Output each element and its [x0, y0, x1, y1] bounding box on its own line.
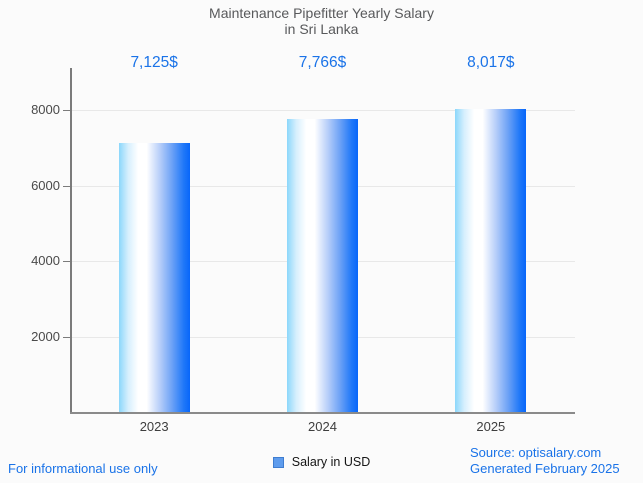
source-link[interactable]: Source: optisalary.com [470, 445, 602, 460]
x-tick-label-2023: 2023 [139, 419, 169, 434]
bar-2023[interactable] [118, 142, 190, 413]
legend-label: Salary in USD [291, 455, 371, 469]
x-tick-label-2024: 2024 [308, 419, 337, 434]
y-tick-mark-6000 [63, 185, 70, 187]
chart-title-line-1: Maintenance Pipefitter Yearly Salary [209, 5, 434, 21]
value-label-2024: 7,766$ [298, 54, 347, 71]
legend: Salary in USD [0, 455, 643, 469]
disclaimer-text: For informational use only [8, 461, 158, 476]
y-tick-label-8000: 8000 [31, 101, 60, 117]
y-tick-mark-8000 [63, 109, 70, 111]
generated-date: Generated February 2025 [470, 460, 620, 476]
y-tick-label-4000: 4000 [31, 253, 60, 269]
y-tick-label-6000: 6000 [31, 177, 60, 193]
gridline-8000 [70, 109, 575, 111]
value-label-2025: 8,017$ [467, 54, 515, 71]
x-axis-line [70, 412, 575, 414]
chart-title-line-2: in Sri Lanka [284, 20, 359, 37]
y-tick-label-2000: 2000 [31, 329, 60, 345]
y-tick-mark-4000 [63, 261, 70, 263]
y-tick-mark-2000 [63, 337, 70, 339]
bar-2024[interactable] [287, 118, 358, 413]
source-block: Source: optisalary.com Generated Februar… [470, 445, 620, 476]
y-axis-line [70, 68, 72, 413]
legend-marker-square [272, 456, 284, 468]
chart-title: Maintenance Pipefitter Yearly Salary in … [0, 5, 643, 37]
x-tick-label-2025: 2025 [476, 419, 506, 434]
value-label-2023: 7,125$ [130, 54, 178, 71]
bar-2025[interactable] [455, 109, 527, 413]
